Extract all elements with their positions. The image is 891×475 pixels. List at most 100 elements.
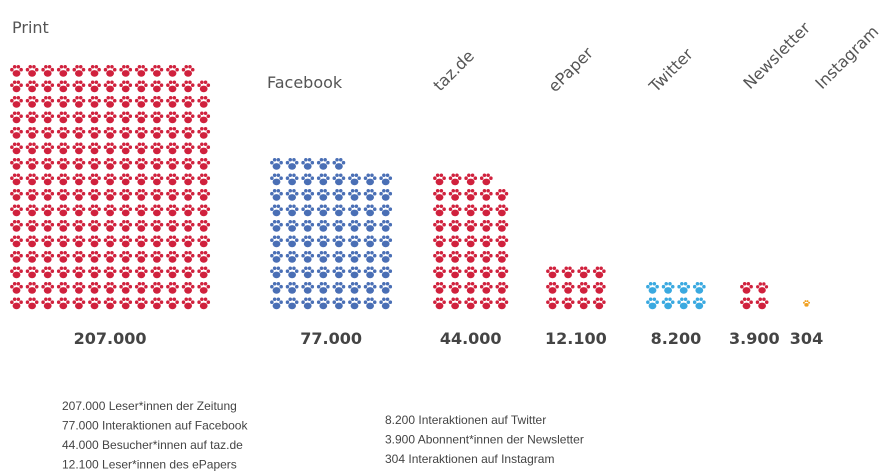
paw-icon: [301, 157, 315, 170]
paw-icon: [41, 204, 55, 217]
paw-icon: [301, 250, 315, 263]
paw-icon: [270, 281, 283, 294]
paw-icon: [119, 188, 133, 201]
paw-icon: [10, 250, 23, 263]
paw-icon: [25, 64, 39, 77]
paw-icon: [348, 204, 361, 217]
paw-icon: [316, 204, 330, 217]
paw-icon: [88, 173, 101, 186]
paw-icon: [181, 111, 195, 124]
paw-icon: [150, 266, 164, 279]
paw-icon: [166, 111, 179, 124]
paw-icon: [134, 235, 148, 248]
paw-icon: [379, 188, 393, 201]
paw-icon: [301, 297, 315, 310]
paw-icon: [10, 266, 23, 279]
paw-icon: [495, 266, 509, 279]
paw-icon: [348, 250, 361, 263]
paw-icon: [740, 297, 753, 310]
paw-icon: [301, 188, 315, 201]
paw-icon: [363, 266, 377, 279]
paw-icon: [448, 173, 462, 186]
paw-icon: [150, 126, 164, 139]
paw-icon: [56, 80, 70, 93]
value-label: 44.000: [440, 329, 502, 348]
paw-icon: [41, 142, 55, 155]
paw-icon: [25, 266, 39, 279]
paw-icon: [72, 95, 86, 108]
paw-icon: [546, 281, 559, 294]
paw-icon: [166, 95, 179, 108]
paw-icon: [166, 235, 179, 248]
paw-icon: [41, 173, 55, 186]
annotation: 3.900 Abonnent*innen der Newsletter: [385, 433, 584, 447]
paw-icon: [181, 126, 195, 139]
paw-icon: [181, 235, 195, 248]
paw-icon: [197, 111, 211, 124]
paw-icon: [72, 142, 86, 155]
paw-icon: [134, 95, 148, 108]
paw-icon: [166, 142, 179, 155]
value-label: 304: [790, 329, 823, 348]
paw-icon: [10, 95, 23, 108]
paw-icon: [495, 235, 509, 248]
paw-icon: [103, 80, 117, 93]
paw-icon: [103, 142, 117, 155]
paw-icon: [56, 173, 70, 186]
paw-icon: [181, 219, 195, 232]
paw-icon: [577, 281, 591, 294]
paw-icon: [134, 297, 148, 310]
paw-icon: [103, 126, 117, 139]
paw-icon: [316, 235, 330, 248]
paw-icon: [270, 188, 283, 201]
paw-icon: [150, 157, 164, 170]
paw-icon: [495, 219, 509, 232]
paw-icon: [448, 188, 462, 201]
paw-icon: [56, 111, 70, 124]
paw-icon: [285, 297, 299, 310]
pictogram-column: [646, 281, 706, 310]
pictogram-column: [433, 173, 509, 310]
paw-icon: [379, 250, 393, 263]
paw-icon: [197, 219, 211, 232]
paw-icon: [448, 250, 462, 263]
paw-icon: [103, 64, 117, 77]
paw-icon: [332, 281, 346, 294]
paw-icon: [270, 204, 283, 217]
paw-icon: [448, 204, 462, 217]
paw-icon: [661, 281, 675, 294]
paw-icon: [677, 297, 691, 310]
paw-icon: [464, 173, 478, 186]
paw-icon: [103, 111, 117, 124]
paw-icon: [166, 281, 179, 294]
paw-icon: [332, 219, 346, 232]
paw-icon: [316, 281, 330, 294]
paw-icon: [577, 297, 591, 310]
paw-icon: [10, 126, 23, 139]
paw-icon: [464, 204, 478, 217]
paw-icon: [56, 188, 70, 201]
paw-icon: [134, 219, 148, 232]
paw-icon: [119, 235, 133, 248]
annotation: 8.200 Interaktionen auf Twitter: [385, 413, 546, 427]
paw-icon: [25, 157, 39, 170]
paw-icon: [150, 173, 164, 186]
pictogram-column: [802, 300, 811, 307]
paw-icon: [197, 95, 211, 108]
paw-icon: [10, 173, 23, 186]
paw-icon: [285, 157, 299, 170]
paw-icon: [316, 219, 330, 232]
paw-icon: [56, 204, 70, 217]
paw-icon: [270, 297, 283, 310]
paw-icon: [56, 95, 70, 108]
paw-icon: [119, 111, 133, 124]
paw-icon: [740, 281, 753, 294]
paw-icon: [285, 281, 299, 294]
paw-icon: [363, 281, 377, 294]
annotation: 207.000 Leser*innen der Zeitung: [62, 399, 237, 413]
paw-icon: [495, 297, 509, 310]
paw-icon: [88, 297, 101, 310]
paw-icon: [363, 219, 377, 232]
paw-icon: [134, 64, 148, 77]
paw-icon: [25, 250, 39, 263]
